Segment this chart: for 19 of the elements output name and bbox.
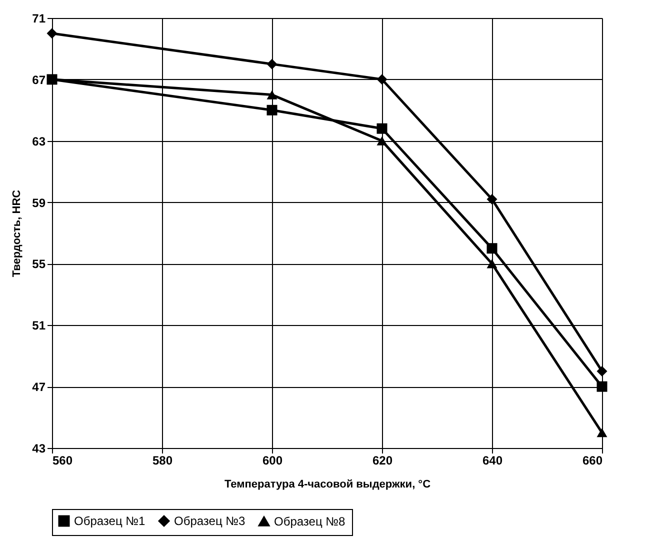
y-tick-label: 59 [32, 196, 46, 210]
legend-label: Образец №3 [174, 514, 246, 528]
x-tick-label: 600 [262, 454, 283, 468]
y-tick-label: 47 [32, 380, 46, 394]
y-tick-label: 63 [32, 134, 46, 148]
y-tick-label: 55 [32, 257, 46, 272]
x-tick-label: 560 [52, 454, 73, 468]
y-axis-title: Твердость, HRC [11, 190, 24, 278]
legend-label: Образец №1 [74, 514, 146, 528]
y-tick-label: 51 [32, 318, 46, 333]
x-tick-label: 580 [152, 454, 173, 468]
legend-label: Образец №8 [274, 514, 346, 528]
y-tick-label: 43 [32, 442, 46, 456]
x-tick-label: 620 [372, 454, 393, 468]
y-tick-label: 71 [32, 12, 46, 26]
x-tick-label: 640 [482, 454, 503, 468]
x-tick-label: 660 [582, 454, 603, 468]
y-tick-label: 67 [32, 72, 46, 87]
x-axis-title: Температура 4-часовой выдержки, °С [224, 478, 431, 490]
